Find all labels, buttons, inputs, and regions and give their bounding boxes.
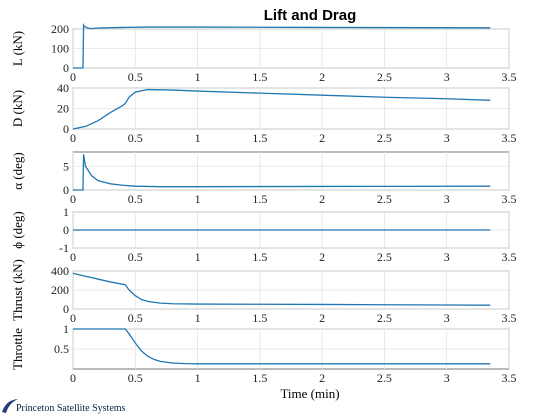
x-tick-label: 0.5 [128,70,143,84]
y-tick-label: 100 [51,42,69,56]
x-tick-label: 1.5 [252,250,267,264]
x-tick-label: 1 [195,250,201,264]
y-tick-label: 0 [63,302,69,316]
y-tick-label: 0 [63,61,69,75]
x-tick-label: 3.5 [502,311,517,325]
x-tick-label: 2.5 [377,371,392,385]
x-tick-label: 0 [70,311,76,325]
y-tick-label: 0 [63,223,69,237]
x-tick-label: 1.5 [252,371,267,385]
x-tick-label: 2.5 [377,70,392,84]
x-tick-label: 1 [195,311,201,325]
x-tick-label: 0.5 [128,131,143,145]
x-tick-label: 3 [444,131,450,145]
x-tick-label: 3 [444,250,450,264]
x-tick-label: 3 [444,192,450,206]
x-tick-label: 0.5 [128,311,143,325]
x-tick-label: 2 [319,250,325,264]
x-tick-label: 3.5 [502,70,517,84]
x-tick-label: 1 [195,192,201,206]
subplot-2: 0 0.5 1 1.5 2 2.5 3 3.5 0 20 40 D (kN) [10,81,517,145]
x-axis-label: Time (min) [280,386,339,401]
x-tick-label: 2 [319,70,325,84]
y-axis-label: L (kN) [10,31,25,66]
y-tick-label: 0 [63,122,69,136]
y-axis-label: D (kN) [10,90,25,127]
x-tick-label: 3 [444,371,450,385]
x-tick-label: 1.5 [252,192,267,206]
x-tick-label: 1.5 [252,311,267,325]
series-line [73,328,491,365]
x-tick-label: 2 [319,371,325,385]
x-tick-label: 0 [70,250,76,264]
x-tick-label: 0.5 [128,192,143,206]
x-tick-label: 3 [444,70,450,84]
x-tick-label: 3.5 [502,192,517,206]
y-tick-label: 400 [51,264,69,278]
y-tick-label: 200 [51,283,69,297]
x-tick-label: 3 [444,311,450,325]
series-line [72,272,491,306]
x-tick-label: 1 [195,371,201,385]
series-line [72,88,491,130]
x-tick-label: 3.5 [502,131,517,145]
y-tick-label: 0.5 [54,342,69,356]
x-tick-label: 0 [70,131,76,145]
y-tick-label: 200 [51,22,69,36]
y-axis-label: Throttle [10,328,25,370]
x-tick-label: 0 [70,371,76,385]
series-line [73,154,491,191]
x-tick-label: 2.5 [377,192,392,206]
series-line [73,22,491,69]
axes-frame [72,151,510,191]
y-tick-label: -1 [59,241,69,255]
x-tick-label: 1.5 [252,70,267,84]
logo-swoosh-icon [2,399,18,413]
subplot-6: 0 0.5 1 1.5 2 2.5 3 3.5 0.5 1 Throttle [10,322,517,385]
x-tick-label: 2.5 [377,131,392,145]
x-tick-label: 0 [70,70,76,84]
y-axis-label: ϕ (deg) [10,211,25,249]
logo-text: Princeton Satellite Systems [16,403,126,414]
x-tick-label: 1 [195,70,201,84]
subplot-3: 0 0.5 1 1.5 2 2.5 3 3.5 0 5 α (deg) [10,151,517,206]
y-axis-label: Thrust (kN) [10,259,25,321]
x-tick-label: 1.5 [252,131,267,145]
x-tick-label: 0.5 [128,371,143,385]
y-tick-label: 40 [57,81,69,95]
y-tick-label: 0 [63,183,69,197]
figure-title: Lift and Drag [264,7,357,24]
y-axis-label: α (deg) [10,152,25,190]
x-tick-label: 3.5 [502,250,517,264]
y-tick-label: 1 [63,322,69,336]
x-tick-label: 0 [70,192,76,206]
x-tick-label: 3.5 [502,371,517,385]
y-tick-label: 5 [63,159,69,173]
y-tick-label: 20 [57,102,69,116]
x-tick-label: 2.5 [377,311,392,325]
x-tick-label: 1 [195,131,201,145]
x-tick-label: 2 [319,311,325,325]
x-tick-label: 2 [319,131,325,145]
x-tick-label: 0.5 [128,250,143,264]
x-tick-label: 2 [319,192,325,206]
y-tick-label: 1 [63,205,69,219]
x-tick-label: 2.5 [377,250,392,264]
